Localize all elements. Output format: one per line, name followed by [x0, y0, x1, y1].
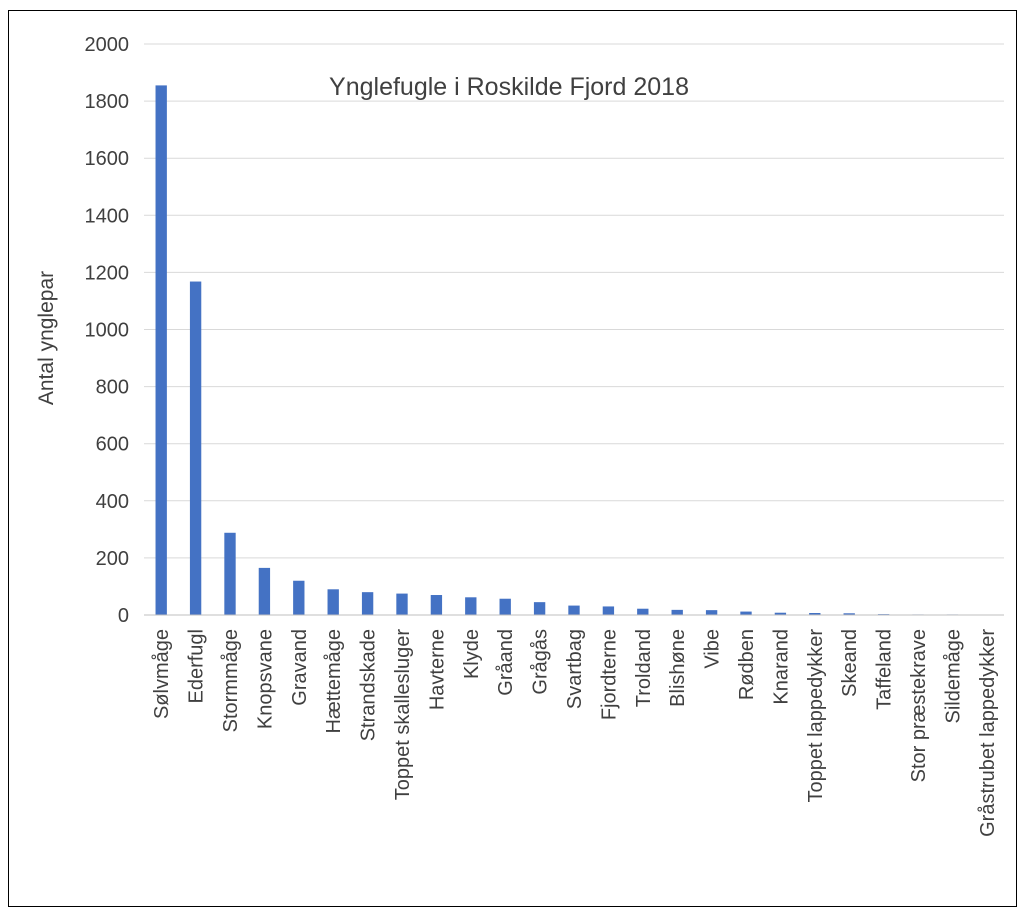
x-tick-label: Klyde [461, 629, 483, 679]
bar [328, 589, 339, 615]
bar [672, 610, 683, 615]
bar-series [156, 85, 993, 615]
x-tick-label: Hættemåge [323, 629, 345, 734]
x-tick-label: Havterne [426, 629, 448, 710]
bar [293, 581, 304, 615]
x-tick-labels: Sølvmåge Ederfugl Stormmåge Knopsvane Gravan… [151, 629, 999, 837]
y-tick-label: 400 [96, 491, 129, 513]
x-tick-label: Blishøne [667, 629, 689, 707]
bar [431, 595, 442, 615]
y-tick-label: 800 [96, 377, 129, 399]
x-tick-label: Knopsvane [254, 629, 276, 729]
x-tick-label: Strandskade [358, 629, 380, 741]
y-tick-label: 1200 [85, 262, 130, 284]
bar [568, 606, 579, 615]
bar [156, 85, 167, 615]
y-tick-labels: 0 200 400 600 800 1000 1200 1400 1600 1800 2000 [85, 34, 130, 627]
x-tick-label: Ederfugl [186, 629, 208, 704]
y-tick-label: 1800 [85, 91, 130, 113]
x-tick-label: Sildemåge [942, 629, 964, 724]
x-tick-label: Gravand [289, 629, 311, 706]
x-tick-label: Gråand [495, 629, 517, 696]
y-axis-label: Antal ynglepar [35, 271, 58, 405]
bar [224, 533, 235, 615]
y-tick-label: 2000 [85, 34, 130, 56]
x-tick-label: Rødben [736, 629, 758, 700]
y-tick-label: 1000 [85, 320, 130, 342]
bar [534, 602, 545, 615]
y-tick-label: 1600 [85, 148, 130, 170]
bar [500, 599, 511, 615]
x-tick-label: Knarand [770, 629, 792, 705]
y-tick-label: 1400 [85, 205, 130, 227]
bar [396, 594, 407, 615]
bar [362, 592, 373, 615]
x-tick-label: Gråstrubet lappedykker [977, 629, 999, 837]
x-tick-label: Stor præstekrave [908, 629, 930, 782]
chart-frame: 0 200 400 600 800 1000 1200 1400 1600 1800 2000 Sø… [8, 10, 1017, 907]
bar [740, 612, 751, 615]
x-tick-label: Taffeland [874, 629, 896, 710]
x-tick-label: Troldand [633, 629, 655, 707]
x-tick-label: Fjordterne [598, 629, 620, 720]
bar-chart: 0 200 400 600 800 1000 1200 1400 1600 1800 2000 Sø… [9, 11, 1015, 905]
bar [603, 606, 614, 615]
y-tick-label: 200 [96, 548, 129, 570]
y-tick-label: 600 [96, 434, 129, 456]
bar [259, 568, 270, 615]
y-tick-label: 0 [118, 605, 129, 627]
bar [706, 610, 717, 615]
x-tick-label: Svartbag [564, 629, 586, 709]
gridlines [144, 44, 1004, 558]
x-tick-label: Skeand [839, 629, 861, 697]
bar [637, 609, 648, 615]
chart-title: Ynglefugle i Roskilde Fjord 2018 [329, 73, 689, 101]
x-tick-label: Toppet lappedykker [805, 629, 827, 803]
bar [190, 282, 201, 615]
x-tick-label: Sølvmåge [151, 629, 173, 719]
x-tick-label: Vibe [702, 629, 724, 669]
bar [465, 597, 476, 615]
x-tick-label: Toppet skallesluger [392, 629, 414, 801]
x-tick-label: Stormmåge [220, 629, 242, 732]
x-tick-label: Grågås [530, 629, 552, 695]
